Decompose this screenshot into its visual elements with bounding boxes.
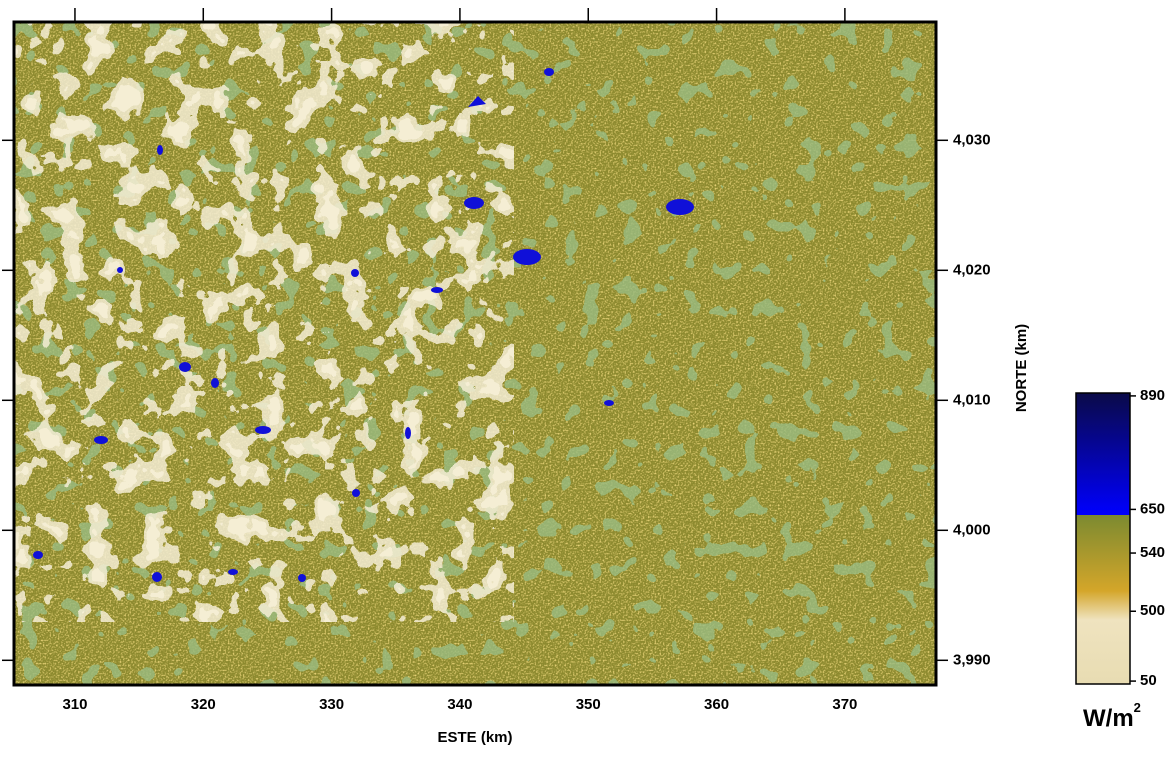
- x-tick-label: 360: [704, 696, 729, 713]
- colorbar: 50 500 540 650 890: [1076, 387, 1165, 689]
- map-figure: 310 320 330 340 350 360 370 3,990 4,000 4,010 4,02…: [0, 0, 1176, 753]
- colorbar-ramp: [1076, 393, 1130, 684]
- x-tick-label: 340: [447, 696, 472, 713]
- x-tick-label: 350: [576, 696, 601, 713]
- x-tick-label: 330: [319, 696, 344, 713]
- unit-base: W/m: [1083, 705, 1134, 732]
- colorbar-unit: W/m2: [1083, 700, 1141, 732]
- colorbar-tick-label: 50: [1140, 672, 1157, 689]
- y-tick-label: 4,010: [953, 391, 991, 408]
- y-tick-label: 4,000: [953, 521, 991, 538]
- x-tick-label: 310: [62, 696, 87, 713]
- x-tick-label: 370: [832, 696, 857, 713]
- colorbar-tick-label: 500: [1140, 602, 1165, 619]
- y-tick-label: 3,990: [953, 651, 991, 668]
- y-tick-label: 4,030: [953, 131, 991, 148]
- colorbar-tick-label: 890: [1140, 387, 1165, 404]
- x-tick-label: 320: [191, 696, 216, 713]
- x-axis-label: ESTE (km): [437, 729, 512, 746]
- colorbar-tick-label: 650: [1140, 500, 1165, 517]
- y-tick-label: 4,020: [953, 261, 991, 278]
- raster-fields: [14, 22, 514, 622]
- unit-exponent: 2: [1134, 700, 1141, 715]
- raster: [14, 22, 936, 685]
- y-axis-label: NORTE (km): [1013, 324, 1030, 412]
- colorbar-tick-label: 540: [1140, 544, 1165, 561]
